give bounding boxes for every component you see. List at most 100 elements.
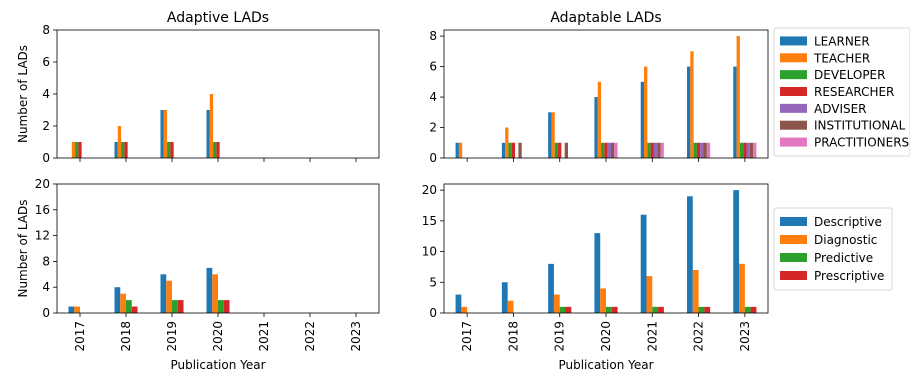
bar-predictive-2021 bbox=[652, 306, 659, 313]
bar-learner-2021 bbox=[640, 81, 645, 158]
legend-label-institutional: INSTITUTIONAL bbox=[814, 119, 906, 133]
bar-developer-2023 bbox=[739, 142, 744, 158]
x-tick-label: 2023 bbox=[738, 321, 752, 352]
y-tick-label: 4 bbox=[42, 87, 50, 101]
chart-title: Adaptable LADs bbox=[550, 10, 661, 26]
y-tick-label: 8 bbox=[42, 23, 50, 37]
y-tick-label: 10 bbox=[422, 245, 437, 259]
adaptable-roles-legend: LEARNER TEACHER DEVELOPER RESEARCHER ADVISER… bbox=[773, 27, 910, 157]
bar-teacher-2017 bbox=[71, 142, 76, 158]
adaptive-roles-panel: 0 2 4 6 8 Adaptive LADs Number of LADs bbox=[16, 10, 380, 165]
bar-researcher-2019 bbox=[170, 142, 174, 158]
bar-diagnostic-2020 bbox=[212, 274, 218, 313]
bar-diagnostic-2023 bbox=[739, 263, 745, 313]
bar-prescriptive-2021 bbox=[658, 306, 664, 313]
bar-teacher-2019 bbox=[163, 110, 168, 158]
bar-adviser-2023 bbox=[746, 142, 750, 158]
bar-practitioners-2022 bbox=[706, 142, 711, 158]
adaptable-roles-panel: 0 2 4 6 8 Adaptable LADs bbox=[429, 10, 769, 165]
bar-teacher-2019 bbox=[551, 112, 555, 158]
bar-learner-2019 bbox=[548, 112, 552, 158]
bar-developer-2021 bbox=[647, 142, 651, 158]
legend-label-practitioners: PRACTITIONERS bbox=[814, 136, 909, 150]
bar-predictive-2019 bbox=[559, 306, 566, 313]
bar-developer-2020 bbox=[213, 142, 217, 158]
bar-researcher-2018 bbox=[124, 142, 128, 158]
bar-learner-2019 bbox=[160, 110, 164, 158]
bar-practitioners-2020 bbox=[614, 142, 618, 158]
y-tick-label: 20 bbox=[35, 177, 50, 191]
bar-adviser-2021 bbox=[653, 142, 658, 158]
legend-swatch-institutional bbox=[780, 120, 807, 130]
bar-diagnostic-2017 bbox=[461, 306, 468, 313]
bar-predictive-2023 bbox=[744, 306, 751, 313]
legend-label-descriptive: Descriptive bbox=[814, 215, 882, 229]
legend-frame bbox=[773, 207, 893, 291]
legend-swatch-prescriptive bbox=[780, 271, 807, 280]
bar-researcher-2022 bbox=[696, 142, 701, 158]
legend-label-developer: DEVELOPER bbox=[814, 68, 885, 82]
bar-diagnostic-2019 bbox=[553, 294, 560, 313]
bar-prescriptive-2020 bbox=[223, 300, 230, 313]
bar-developer-2022 bbox=[693, 142, 697, 158]
bar-predictive-2019 bbox=[172, 300, 178, 313]
legend-label-learner: LEARNER bbox=[814, 34, 870, 48]
bar-learner-2023 bbox=[733, 66, 737, 158]
bar-diagnostic-2017 bbox=[74, 306, 80, 313]
x-tick-label: 2018 bbox=[119, 321, 133, 352]
bar-learner-2018 bbox=[114, 142, 118, 158]
bar-descriptive-2018 bbox=[114, 287, 121, 313]
bar-learner-2018 bbox=[501, 142, 506, 158]
bar-teacher-2017 bbox=[458, 142, 463, 158]
legend-label-predictive: Predictive bbox=[814, 251, 873, 265]
y-tick-label: 8 bbox=[429, 29, 437, 43]
bar-prescriptive-2022 bbox=[704, 306, 711, 313]
legend-swatch-descriptive bbox=[780, 217, 807, 226]
bar-predictive-2020 bbox=[218, 300, 224, 313]
bar-teacher-2020 bbox=[597, 81, 602, 158]
bar-prescriptive-2019 bbox=[177, 300, 184, 313]
bar-learner-2017 bbox=[455, 142, 459, 158]
adaptable-types-legend: Descriptive Diagnostic Predictive Prescript… bbox=[773, 207, 893, 291]
y-tick-label: 4 bbox=[42, 280, 50, 294]
x-tick-label: 2017 bbox=[73, 321, 87, 352]
adaptable-types-panel: 0 5 10 15 20 2017 2018 2019 2020 2021 2022 2023 Publ… bbox=[422, 183, 769, 372]
y-tick-label: 5 bbox=[429, 275, 437, 289]
bar-predictive-2018 bbox=[126, 300, 132, 313]
bar-developer-2020 bbox=[601, 142, 605, 158]
y-tick-label: 12 bbox=[35, 229, 50, 243]
y-tick-label: 0 bbox=[429, 306, 437, 320]
bar-institutional-2023 bbox=[749, 142, 754, 158]
legend-label-diagnostic: Diagnostic bbox=[814, 233, 877, 247]
bar-prescriptive-2018 bbox=[131, 306, 138, 313]
bar-descriptive-2019 bbox=[160, 274, 167, 313]
y-tick-label: 0 bbox=[42, 151, 50, 165]
legend-swatch-predictive bbox=[780, 253, 807, 262]
x-tick-label: 2021 bbox=[645, 321, 659, 352]
bar-institutional-2018 bbox=[518, 142, 522, 158]
bar-predictive-2020 bbox=[606, 306, 612, 313]
bar-descriptive-2023 bbox=[733, 190, 740, 313]
x-tick-label: 2023 bbox=[349, 321, 363, 352]
bar-researcher-2018 bbox=[511, 142, 516, 158]
y-tick-label: 15 bbox=[422, 214, 437, 228]
x-axis-label: Publication Year bbox=[170, 358, 265, 372]
bar-learner-2020 bbox=[206, 110, 210, 158]
bar-adviser-2022 bbox=[700, 142, 704, 158]
legend-frame bbox=[773, 27, 910, 157]
legend-swatch-practitioners bbox=[780, 137, 807, 147]
bar-institutional-2022 bbox=[703, 142, 707, 158]
y-tick-label: 0 bbox=[42, 306, 50, 320]
chart-title: Adaptive LADs bbox=[167, 10, 269, 26]
bar-practitioners-2023 bbox=[753, 142, 757, 158]
bar-teacher-2018 bbox=[505, 127, 509, 158]
bar-prescriptive-2020 bbox=[611, 306, 618, 313]
legend-swatch-researcher bbox=[780, 87, 807, 96]
y-tick-label: 8 bbox=[42, 254, 50, 268]
y-tick-label: 6 bbox=[42, 55, 50, 69]
bar-developer-2018 bbox=[508, 142, 512, 158]
bar-prescriptive-2019 bbox=[565, 306, 572, 313]
legend-label-researcher: RESEARCHER bbox=[814, 85, 894, 99]
bar-teacher-2020 bbox=[209, 94, 214, 158]
